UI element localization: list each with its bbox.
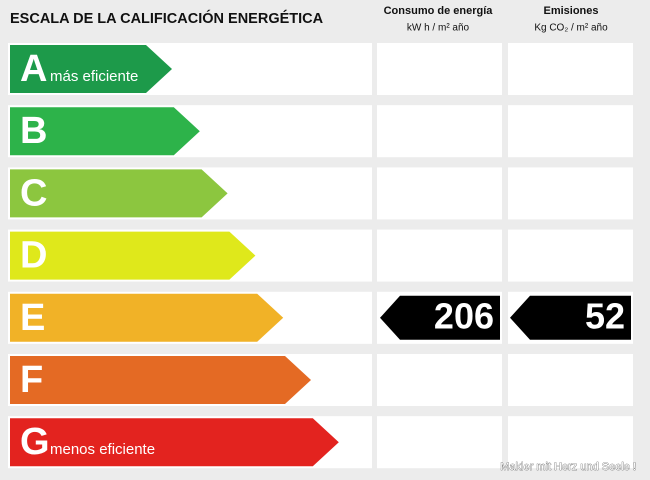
rating-arrow bbox=[10, 356, 311, 404]
rating-letter: G bbox=[20, 421, 50, 463]
value-cell bbox=[508, 354, 633, 406]
value-cell bbox=[508, 105, 633, 158]
value-cell bbox=[508, 229, 633, 282]
rating-arrow bbox=[10, 107, 200, 156]
value-cell bbox=[377, 43, 502, 95]
rating-letter: D bbox=[20, 235, 47, 277]
value-cell bbox=[508, 43, 633, 95]
value-cell bbox=[508, 167, 633, 220]
value-cell bbox=[377, 167, 502, 220]
rating-letter: C bbox=[20, 172, 47, 214]
value-cell bbox=[508, 416, 633, 469]
rating-arrow bbox=[10, 169, 228, 218]
column-unit: kW h / m² año bbox=[407, 23, 470, 34]
value-arrow bbox=[510, 295, 631, 340]
rating-arrow bbox=[10, 45, 172, 93]
value-text: 206 bbox=[434, 295, 494, 336]
rating-letter: F bbox=[20, 359, 43, 401]
rating-label: menos eficiente bbox=[50, 441, 155, 458]
column-title: Consumo de energía bbox=[384, 5, 494, 17]
rating-letter: E bbox=[20, 297, 45, 339]
column-title: Emisiones bbox=[543, 5, 598, 17]
value-cell bbox=[377, 416, 502, 469]
footer: Makler mit Herz und Seele ! bbox=[500, 461, 636, 473]
rating-letter: A bbox=[20, 48, 47, 90]
rating-label: más eficiente bbox=[50, 68, 138, 85]
value-cell bbox=[377, 105, 502, 158]
rating-arrow bbox=[10, 418, 339, 467]
column-unit: Kg CO₂ / m² año bbox=[534, 23, 608, 34]
value-cell bbox=[377, 229, 502, 282]
rating-arrow bbox=[10, 293, 284, 342]
value-arrow bbox=[380, 295, 500, 340]
rating-arrow bbox=[10, 231, 256, 280]
title: ESCALA DE LA CALIFICACIÓN ENERGÉTICA bbox=[10, 9, 324, 27]
rating-letter: B bbox=[20, 110, 47, 152]
value-cell bbox=[377, 354, 502, 406]
value-text: 52 bbox=[585, 295, 625, 336]
